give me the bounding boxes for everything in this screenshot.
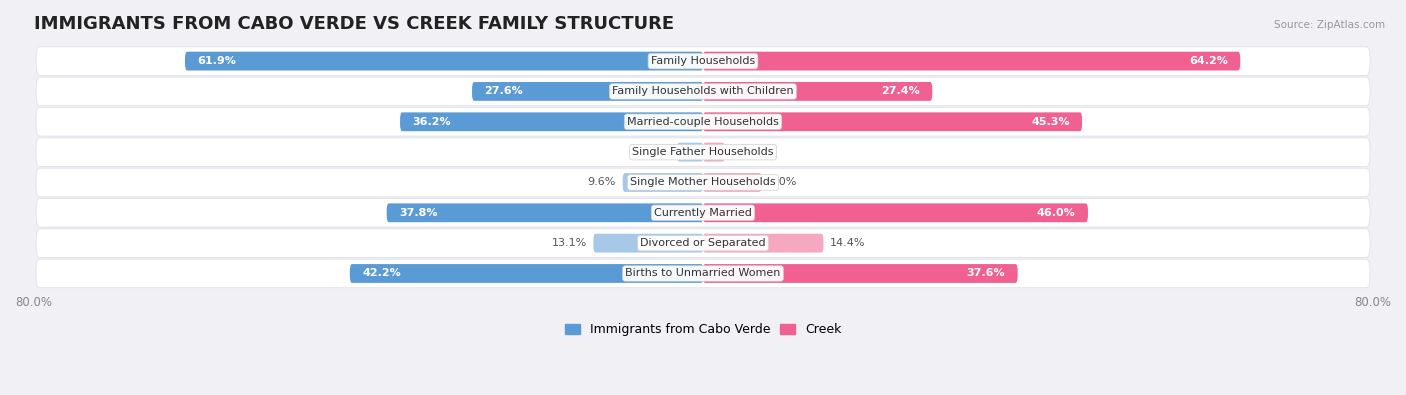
FancyBboxPatch shape xyxy=(703,52,1240,70)
FancyBboxPatch shape xyxy=(703,234,824,252)
FancyBboxPatch shape xyxy=(703,264,1018,283)
FancyBboxPatch shape xyxy=(186,52,703,70)
Text: 45.3%: 45.3% xyxy=(1031,117,1070,127)
Text: 3.1%: 3.1% xyxy=(643,147,671,157)
FancyBboxPatch shape xyxy=(703,173,762,192)
FancyBboxPatch shape xyxy=(623,173,703,192)
Text: 61.9%: 61.9% xyxy=(197,56,236,66)
FancyBboxPatch shape xyxy=(350,264,703,283)
Text: 2.6%: 2.6% xyxy=(731,147,759,157)
FancyBboxPatch shape xyxy=(37,138,1369,166)
FancyBboxPatch shape xyxy=(401,112,703,131)
Text: Single Mother Households: Single Mother Households xyxy=(630,177,776,188)
FancyBboxPatch shape xyxy=(37,107,1369,136)
Text: 14.4%: 14.4% xyxy=(830,238,866,248)
Text: 64.2%: 64.2% xyxy=(1189,56,1227,66)
FancyBboxPatch shape xyxy=(37,168,1369,197)
Text: 46.0%: 46.0% xyxy=(1036,208,1076,218)
FancyBboxPatch shape xyxy=(37,259,1369,288)
Text: Single Father Households: Single Father Households xyxy=(633,147,773,157)
Text: Currently Married: Currently Married xyxy=(654,208,752,218)
Legend: Immigrants from Cabo Verde, Creek: Immigrants from Cabo Verde, Creek xyxy=(561,320,845,340)
Text: 9.6%: 9.6% xyxy=(588,177,616,188)
FancyBboxPatch shape xyxy=(703,112,1083,131)
FancyBboxPatch shape xyxy=(472,82,703,101)
FancyBboxPatch shape xyxy=(37,47,1369,75)
Text: 27.4%: 27.4% xyxy=(882,87,920,96)
FancyBboxPatch shape xyxy=(703,82,932,101)
Text: 13.1%: 13.1% xyxy=(551,238,586,248)
Text: 36.2%: 36.2% xyxy=(412,117,451,127)
Text: 42.2%: 42.2% xyxy=(363,269,401,278)
Text: Married-couple Households: Married-couple Households xyxy=(627,117,779,127)
Text: Source: ZipAtlas.com: Source: ZipAtlas.com xyxy=(1274,20,1385,30)
FancyBboxPatch shape xyxy=(593,234,703,252)
Text: Family Households: Family Households xyxy=(651,56,755,66)
FancyBboxPatch shape xyxy=(37,199,1369,227)
FancyBboxPatch shape xyxy=(703,203,1088,222)
FancyBboxPatch shape xyxy=(37,77,1369,106)
Text: 37.8%: 37.8% xyxy=(399,208,437,218)
Text: 27.6%: 27.6% xyxy=(485,87,523,96)
Text: 7.0%: 7.0% xyxy=(768,177,797,188)
Text: 37.6%: 37.6% xyxy=(966,269,1005,278)
FancyBboxPatch shape xyxy=(37,229,1369,258)
Text: Divorced or Separated: Divorced or Separated xyxy=(640,238,766,248)
FancyBboxPatch shape xyxy=(387,203,703,222)
Text: Family Households with Children: Family Households with Children xyxy=(612,87,794,96)
Text: IMMIGRANTS FROM CABO VERDE VS CREEK FAMILY STRUCTURE: IMMIGRANTS FROM CABO VERDE VS CREEK FAMI… xyxy=(34,15,673,33)
FancyBboxPatch shape xyxy=(703,143,724,162)
FancyBboxPatch shape xyxy=(678,143,703,162)
Text: Births to Unmarried Women: Births to Unmarried Women xyxy=(626,269,780,278)
